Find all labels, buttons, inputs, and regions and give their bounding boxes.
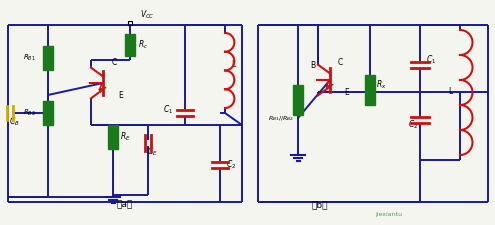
Text: $V_{CC}$: $V_{CC}$	[140, 9, 154, 21]
Text: L: L	[231, 61, 235, 70]
Text: （b）: （b）	[312, 200, 328, 209]
Text: E: E	[344, 88, 349, 97]
Text: $C_1$: $C_1$	[426, 54, 436, 66]
Bar	[293, 85, 303, 115]
Text: C: C	[338, 58, 343, 67]
Bar	[43, 101, 53, 125]
Text: $C_1$: $C_1$	[163, 104, 173, 117]
Text: C: C	[112, 58, 117, 67]
Text: $R_E$: $R_E$	[120, 131, 131, 143]
Text: （a）: （a）	[117, 200, 133, 209]
Text: $R_{B1}//R_{B2}$: $R_{B1}//R_{B2}$	[268, 114, 294, 123]
Bar	[125, 34, 135, 56]
Text: $R_{B2}$: $R_{B2}$	[23, 108, 36, 118]
Text: B: B	[310, 61, 315, 70]
Text: E: E	[118, 91, 123, 100]
Text: $R_x$: $R_x$	[376, 79, 387, 91]
Text: $C_2$: $C_2$	[408, 119, 418, 131]
Text: jiexiantu: jiexiantu	[375, 212, 402, 217]
Text: $R_c$: $R_c$	[138, 39, 148, 51]
Bar	[108, 125, 118, 149]
Bar	[43, 46, 53, 70]
Text: $R_{B1}$: $R_{B1}$	[23, 53, 36, 63]
Text: L: L	[448, 88, 452, 97]
Bar	[365, 75, 375, 105]
Text: $C_2$: $C_2$	[226, 159, 236, 171]
Text: $C_E$: $C_E$	[147, 146, 157, 158]
Text: $C_B$: $C_B$	[9, 116, 20, 128]
